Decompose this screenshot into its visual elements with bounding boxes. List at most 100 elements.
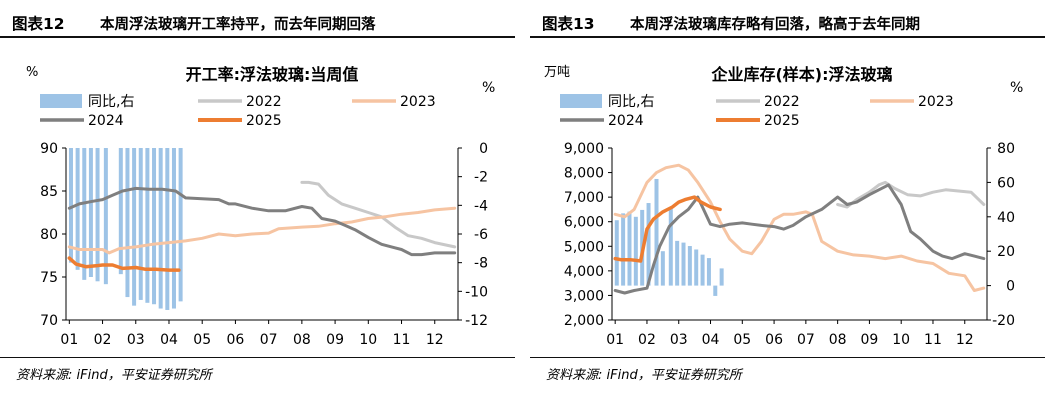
x-tick-label: 03 bbox=[127, 332, 145, 348]
figure-heading: 本周浮法玻璃库存略有回落，略高于去年同期 bbox=[630, 17, 920, 33]
left-tick-label: 3,000 bbox=[564, 288, 604, 304]
x-tick-label: 11 bbox=[924, 332, 942, 348]
right-tick-label: -10 bbox=[465, 284, 488, 300]
left-tick-label: 9,000 bbox=[564, 141, 604, 157]
left-tick-label: 7,000 bbox=[564, 190, 604, 206]
series-line-2023 bbox=[613, 163, 986, 292]
right-tick-label: 60 bbox=[997, 175, 1015, 191]
left-tick-label: 5,000 bbox=[564, 239, 604, 255]
yoy-bar bbox=[145, 148, 150, 303]
legend-label: 2025 bbox=[764, 113, 800, 129]
legend-label: 2023 bbox=[400, 94, 436, 110]
x-tick-label: 09 bbox=[861, 332, 879, 348]
legend-label: 2023 bbox=[918, 94, 954, 110]
figure-label: 图表13 bbox=[542, 15, 595, 33]
yoy-bar bbox=[68, 148, 73, 263]
right-tick-label: -12 bbox=[465, 313, 488, 329]
right-tick-label: -20 bbox=[992, 313, 1015, 329]
yoy-bar bbox=[646, 203, 651, 286]
right-tick-label: 40 bbox=[997, 210, 1015, 226]
yoy-bar bbox=[132, 148, 137, 306]
chart-utilization: 开工率:浮法玻璃:当周值%% 同比,右 2022 2023 2024 2025 90 85 80… bbox=[26, 65, 495, 348]
right-tick-label: 80 bbox=[997, 141, 1015, 157]
figure-label: 图表12 bbox=[12, 15, 65, 33]
yoy-bar bbox=[694, 249, 699, 286]
chart-title: 开工率:浮法玻璃:当周值 bbox=[186, 65, 359, 84]
x-tick-label: 04 bbox=[702, 332, 720, 348]
series-line-2024 bbox=[67, 186, 457, 257]
yoy-bar bbox=[118, 148, 123, 275]
left-unit-label: % bbox=[26, 65, 38, 80]
x-tick-label: 05 bbox=[733, 332, 751, 348]
x-tick-label: 07 bbox=[797, 332, 815, 348]
left-tick-label: 8,000 bbox=[564, 166, 604, 182]
panel-utilization: 图表12 本周浮法玻璃开工率持平，而去年同期回落 开工率:浮法玻璃:当周值%% 同… bbox=[0, 0, 515, 401]
legend-label: 2024 bbox=[608, 113, 644, 129]
yoy-bar bbox=[668, 208, 673, 286]
yoy-bar bbox=[75, 148, 80, 270]
x-tick-label: 01 bbox=[60, 332, 78, 348]
yoy-bar bbox=[125, 148, 130, 298]
x-tick-label: 11 bbox=[393, 332, 411, 348]
yoy-bar bbox=[158, 148, 163, 309]
legend-label: 同比,右 bbox=[608, 94, 654, 110]
right-tick-label: 0 bbox=[1006, 279, 1015, 295]
yoy-bar bbox=[700, 254, 705, 286]
x-tick-label: 09 bbox=[326, 332, 344, 348]
legend-label: 2022 bbox=[246, 94, 282, 110]
series-line-2022 bbox=[836, 180, 986, 209]
legend-label: 2024 bbox=[88, 113, 124, 129]
left-tick-label: 70 bbox=[40, 313, 58, 329]
series-line-2025 bbox=[67, 256, 181, 272]
yoy-bar bbox=[621, 213, 626, 286]
right-tick-label: 0 bbox=[479, 141, 488, 157]
yoy-bar bbox=[706, 258, 711, 286]
left-tick-label: 85 bbox=[40, 184, 58, 200]
yoy-bar bbox=[713, 285, 718, 296]
panel-header: 图表13 本周浮法玻璃库存略有回落，略高于去年同期 bbox=[530, 10, 1045, 38]
series-line-2023 bbox=[67, 206, 457, 255]
left-tick-label: 2,000 bbox=[564, 313, 604, 329]
left-tick-label: 90 bbox=[40, 141, 58, 157]
yoy-bar bbox=[165, 148, 170, 310]
chart-inventory: 企业库存(样本):浮法玻璃 万吨% 同比,右 2022 2023 2024 2025 9,00… bbox=[544, 65, 1023, 348]
chart-title: 企业库存(样本):浮法玻璃 bbox=[710, 65, 892, 84]
yoy-bar bbox=[687, 246, 692, 286]
yoy-bar bbox=[103, 148, 108, 285]
legend-label: 2022 bbox=[764, 94, 800, 110]
yoy-bar bbox=[614, 220, 619, 286]
x-tick-label: 02 bbox=[94, 332, 112, 348]
x-tick-label: 06 bbox=[227, 332, 245, 348]
yoy-bar bbox=[178, 148, 183, 302]
left-tick-label: 75 bbox=[40, 270, 58, 286]
right-unit-label: % bbox=[482, 80, 495, 96]
legend-label: 2025 bbox=[246, 113, 282, 129]
x-tick-label: 03 bbox=[670, 332, 688, 348]
yoy-bar bbox=[95, 148, 100, 282]
right-tick-label: -6 bbox=[474, 227, 488, 243]
right-tick-label: -8 bbox=[474, 256, 488, 272]
x-tick-label: 10 bbox=[359, 332, 377, 348]
legend-swatch-bar bbox=[560, 94, 602, 108]
yoy-bar bbox=[681, 242, 686, 286]
yoy-bar bbox=[719, 268, 724, 286]
left-tick-label: 80 bbox=[40, 227, 58, 243]
yoy-bar bbox=[675, 240, 680, 286]
x-tick-label: 08 bbox=[293, 332, 311, 348]
right-tick-label: 20 bbox=[997, 244, 1015, 260]
yoy-bar bbox=[654, 178, 659, 286]
panel-footer: 资料来源: iFind，平安证券研究所 bbox=[530, 357, 1045, 383]
x-tick-label: 04 bbox=[160, 332, 178, 348]
x-tick-label: 07 bbox=[260, 332, 278, 348]
legend-label: 同比,右 bbox=[88, 94, 134, 110]
x-tick-label: 10 bbox=[892, 332, 910, 348]
right-unit-label: % bbox=[1010, 80, 1023, 96]
series-line-2022 bbox=[300, 180, 457, 249]
left-unit-label: 万吨 bbox=[544, 65, 570, 80]
x-tick-label: 06 bbox=[765, 332, 783, 348]
series-line-2025 bbox=[613, 195, 722, 263]
yoy-bar bbox=[88, 148, 93, 277]
x-tick-label: 12 bbox=[426, 332, 444, 348]
x-tick-label: 12 bbox=[956, 332, 974, 348]
x-tick-label: 08 bbox=[829, 332, 847, 348]
